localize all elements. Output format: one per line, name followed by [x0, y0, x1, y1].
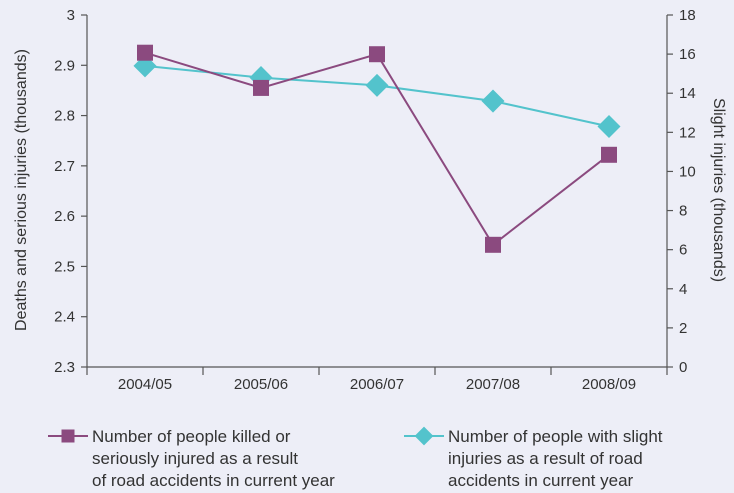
x-tick-label: 2006/07	[350, 376, 404, 393]
data-point-diamond	[133, 54, 157, 78]
data-point-square	[137, 44, 153, 61]
x-tick-label: 2005/06	[234, 376, 288, 393]
right-tick-label: 6	[679, 242, 687, 259]
left-tick-label: 2.4	[54, 309, 75, 326]
left-tick-label: 2.9	[54, 57, 75, 74]
data-point-square	[485, 236, 501, 253]
data-point-square	[253, 79, 269, 96]
left-tick-label: 2.8	[54, 108, 75, 125]
left-axis-title: Deaths and serious injuries (thousands)	[13, 49, 30, 331]
data-point-diamond	[481, 89, 505, 113]
left-tick-label: 3	[67, 7, 75, 24]
legend-item: Number of people killed or seriously inju…	[48, 427, 335, 490]
legend-marker-diamond	[414, 426, 434, 446]
right-tick-label: 16	[679, 46, 696, 63]
legend-label-line: accidents in current year	[448, 471, 634, 490]
x-tick-label: 2007/08	[466, 376, 520, 393]
right-axis-title: Slight injuries (thousands)	[710, 98, 727, 282]
right-tick-label: 12	[679, 124, 696, 141]
legend-label-line: seriously injured as a result	[92, 449, 298, 468]
series-diamond	[133, 54, 621, 138]
data-point-square	[601, 146, 617, 163]
legend-marker-square	[61, 429, 75, 443]
data-point-diamond	[597, 114, 621, 138]
data-point-square	[369, 46, 385, 63]
legend-label-line: injuries as a result of road	[448, 449, 643, 468]
data-point-diamond	[365, 73, 389, 97]
left-tick-label: 2.3	[54, 359, 75, 376]
x-tick-label: 2008/09	[582, 376, 636, 393]
left-tick-label: 2.5	[54, 258, 75, 275]
legend-label-line: Number of people with slight	[448, 427, 663, 446]
right-tick-label: 4	[679, 281, 687, 298]
legend-item: Number of people with slight injuries as …	[404, 426, 663, 490]
right-tick-label: 18	[679, 7, 696, 24]
right-tick-label: 2	[679, 320, 687, 337]
right-tick-label: 10	[679, 163, 696, 180]
right-tick-label: 8	[679, 203, 687, 220]
right-tick-label: 14	[679, 85, 696, 102]
legend-label-line: Number of people killed or	[92, 427, 291, 446]
series-square	[137, 44, 617, 253]
x-tick-label: 2004/05	[118, 376, 172, 393]
left-tick-label: 2.6	[54, 208, 75, 225]
legend-label-line: of road accidents in current year	[92, 471, 335, 490]
right-tick-label: 0	[679, 359, 687, 376]
left-tick-label: 2.7	[54, 158, 75, 175]
